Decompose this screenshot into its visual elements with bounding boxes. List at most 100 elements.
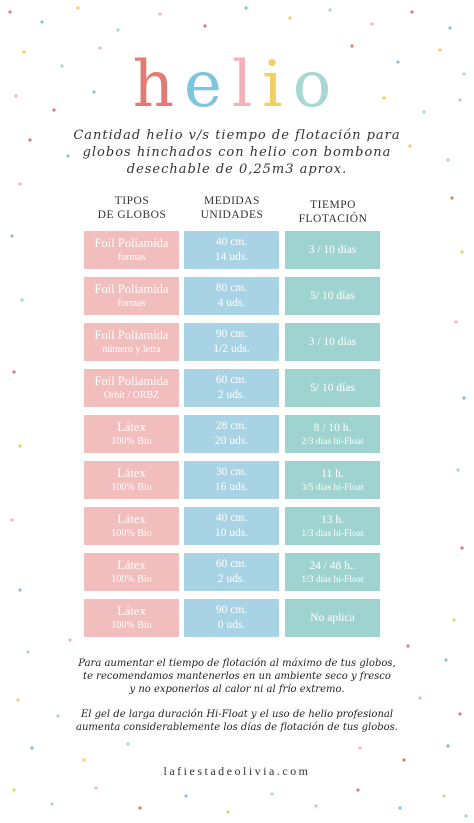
tipo-name: Foil Poliamida	[94, 236, 169, 250]
tipo-sub: formas	[117, 298, 146, 309]
confetti-dot	[462, 72, 466, 76]
medida-size: 80 cm.	[215, 282, 248, 294]
tipo-cell: Foil Poliamida Orbit / ORBZ	[84, 369, 179, 407]
confetti-dot	[8, 10, 12, 14]
confetti-dot	[40, 20, 44, 24]
note-line: y no exponerlos al calor ni al frío extr…	[129, 684, 345, 695]
confetti-dot	[396, 60, 400, 64]
header-tiempo: TIEMPO FLOTACIÓN	[278, 198, 388, 226]
tiempo-cell: 8 / 10 h. 2/3 días hi-Float	[285, 415, 380, 453]
confetti-dot	[98, 46, 102, 50]
tipo-name: Foil Poliamida	[94, 282, 169, 296]
confetti-dot	[14, 94, 18, 98]
confetti-dot	[203, 24, 207, 28]
confetti-dot	[10, 518, 14, 522]
confetti-dot	[446, 158, 450, 162]
confetti-dot	[444, 658, 448, 662]
recommendation-note: Para aumentar el tiempo de flotación al …	[60, 657, 414, 696]
confetti-dot	[22, 50, 26, 54]
confetti-dot	[76, 6, 80, 10]
confetti-dot	[10, 234, 14, 238]
confetti-dot	[68, 638, 72, 642]
medida-units: 14 uds.	[214, 251, 249, 263]
medida-cell: 90 cm. 1/2 uds.	[184, 323, 279, 361]
tipo-sub: número y letra	[102, 344, 161, 355]
header-line: FLOTACIÓN	[298, 213, 368, 225]
confetti-dot	[418, 696, 422, 700]
confetti-dot	[94, 786, 98, 790]
logo-letter: o	[292, 48, 342, 122]
confetti-dot	[226, 810, 230, 814]
confetti-dot	[50, 802, 54, 806]
confetti-dot	[66, 154, 70, 158]
logo-letter: l	[231, 48, 263, 122]
tiempo-sub: 1/3 días hi-Float	[301, 528, 364, 539]
tipo-name: Látex	[117, 420, 146, 434]
medida-units: 10 uds.	[214, 527, 249, 539]
medida-units: 2 uds.	[217, 573, 246, 585]
header-tipos: TIPOS DE GLOBOS	[77, 194, 187, 222]
medida-cell: 40 cm. 14 uds.	[184, 231, 279, 269]
tipo-cell: Foil Poliamida formas	[84, 277, 179, 315]
tipo-sub: Orbit / ORBZ	[103, 390, 160, 401]
confetti-dot	[18, 444, 22, 448]
table-row: Látex 100% Bio 28 cm. 20 uds. 8 / 10 h. 2/3…	[0, 415, 474, 453]
confetti-dot	[398, 806, 402, 810]
confetti-dot	[410, 10, 414, 14]
tiempo-value: 5/ 10 días	[310, 289, 355, 302]
medida-units: 20 uds.	[214, 435, 249, 447]
tipo-name: Foil Poliamida	[94, 374, 169, 388]
tiempo-cell: 11 h. 3/5 días hi-Float	[285, 461, 380, 499]
confetti-dot	[270, 792, 274, 796]
tiempo-cell: 5/ 10 días	[285, 277, 380, 315]
confetti-dot	[460, 250, 464, 254]
medida-units: 16 uds.	[214, 481, 249, 493]
confetti-dot	[138, 806, 142, 810]
tipo-cell: Látex 100% Bio	[84, 415, 179, 453]
table-row: Látex 100% Bio 90 cm. 0 uds. No aplica	[0, 599, 474, 637]
tipo-sub: 100% Bio	[111, 482, 152, 493]
subtitle-line: Cantidad helio v/s tiempo de flotación p…	[73, 128, 401, 143]
logo-letter: h	[132, 48, 184, 122]
website-footer[interactable]: lafiestadeolivia.com	[163, 764, 311, 778]
note-line: Para aumentar el tiempo de flotación al …	[78, 658, 396, 669]
tipo-cell: Látex 100% Bio	[84, 507, 179, 545]
medida-cell: 30 cm. 16 uds.	[184, 461, 279, 499]
tiempo-value: 11 h.	[321, 467, 344, 480]
tipo-cell: Látex 100% Bio	[84, 461, 179, 499]
table-row: Látex 100% Bio 30 cm. 16 uds. 11 h. 3/5 día…	[0, 461, 474, 499]
confetti-dot	[12, 370, 16, 374]
tipo-name: Látex	[117, 558, 146, 572]
confetti-dot	[458, 712, 462, 716]
confetti-dot	[18, 588, 22, 592]
confetti-dot	[30, 746, 34, 750]
tipo-sub: 100% Bio	[111, 436, 152, 447]
hi-float-note: El gel de larga duración Hi-Float y el u…	[60, 708, 414, 734]
tipo-sub: 100% Bio	[111, 620, 152, 631]
logo-letter: e	[183, 48, 232, 122]
confetti-dot	[328, 8, 332, 12]
subtitle: Cantidad helio v/s tiempo de flotación p…	[40, 127, 434, 178]
confetti-dot	[438, 48, 442, 52]
header-line: TIEMPO	[310, 199, 356, 211]
tipo-cell: Foil Poliamida formas	[84, 231, 179, 269]
tiempo-cell: No aplica	[285, 599, 380, 637]
confetti-dot	[18, 182, 22, 186]
medida-cell: 28 cm. 20 uds.	[184, 415, 279, 453]
confetti-dot	[382, 96, 386, 100]
medida-cell: 90 cm. 0 uds.	[184, 599, 279, 637]
confetti-dot	[244, 6, 248, 10]
header-line: MEDIDAS	[204, 195, 260, 207]
confetti-dot	[158, 12, 162, 16]
confetti-dot	[406, 644, 410, 648]
confetti-dot	[408, 144, 412, 148]
tiempo-cell: 5/ 10 días	[285, 369, 380, 407]
table-row: Látex 100% Bio 40 cm. 10 uds. 13 h. 1/3 día…	[0, 507, 474, 545]
medida-size: 40 cm.	[215, 236, 248, 248]
confetti-dot	[370, 22, 374, 26]
header-line: DE GLOBOS	[97, 209, 167, 221]
confetti-dot	[456, 468, 460, 472]
tiempo-sub: 2/3 días hi-Float	[301, 436, 364, 447]
medida-size: 30 cm.	[215, 466, 248, 478]
confetti-dot	[452, 618, 456, 622]
